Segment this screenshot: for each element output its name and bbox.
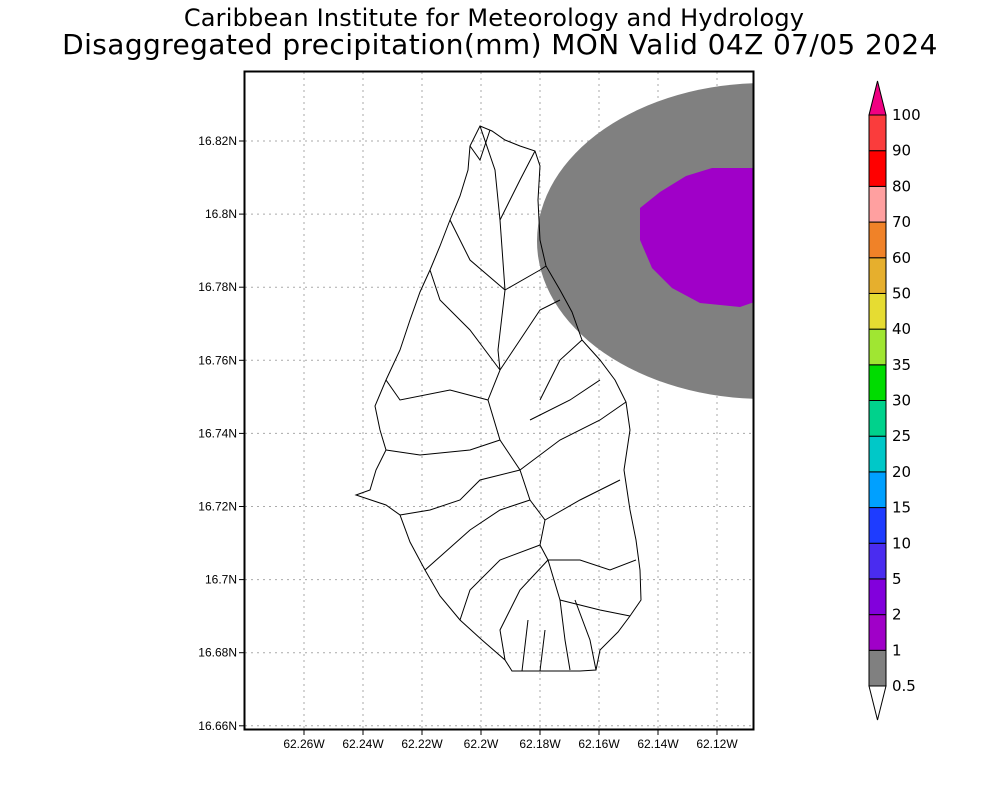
colorbar-swatch — [868, 542, 887, 580]
x-tick-label: 62.16W — [578, 737, 620, 751]
x-tick-label: 62.18W — [519, 737, 561, 751]
colorbar-label: 20 — [892, 463, 911, 481]
y-tick-label: 16.66N — [198, 719, 237, 733]
colorbar-under-triangle — [868, 685, 887, 721]
colorbar-swatch — [868, 507, 887, 544]
plot-frame — [243, 70, 755, 731]
y-tick-label: 16.8N — [205, 207, 237, 221]
colorbar-swatch — [868, 471, 887, 509]
x-tick-label: 62.26W — [283, 737, 325, 751]
colorbar-label: 90 — [892, 142, 911, 160]
longitude-axis: 62.26W 62.24W 62.22W 62.2W 62.18W 62.16W 62.14… — [283, 729, 738, 751]
colorbar-label: 70 — [892, 213, 911, 231]
y-tick-label: 16.68N — [198, 646, 237, 660]
island-outline — [354, 125, 642, 672]
colorbar-label: 5 — [892, 570, 902, 588]
colorbar-label: 50 — [892, 284, 911, 302]
colorbar-label: 60 — [892, 249, 911, 267]
y-tick-label: 16.82N — [198, 134, 237, 148]
colorbar-swatch — [868, 114, 887, 152]
colorbar-label: 30 — [892, 392, 911, 410]
colorbar-swatch — [868, 292, 887, 330]
x-tick-label: 62.14W — [637, 737, 679, 751]
colorbar-label: 2 — [892, 606, 902, 624]
figure-subtitle: Disaggregated precipitation(mm) MON Vali… — [62, 28, 938, 61]
y-tick-label: 16.74N — [198, 426, 237, 440]
x-tick-label: 62.22W — [401, 737, 443, 751]
colorbar-swatch — [868, 185, 887, 223]
colorbar-swatch — [868, 221, 887, 259]
colorbar-swatch — [868, 649, 887, 687]
y-tick-label: 16.72N — [198, 500, 237, 514]
colorbar-swatch — [868, 257, 887, 294]
latitude-axis: 16.82N 16.8N 16.78N 16.76N 16.74N 16.72N 16.7N… — [198, 134, 245, 733]
colorbar-label: 25 — [892, 427, 911, 445]
grid-lines — [245, 72, 753, 729]
y-tick-label: 16.78N — [198, 280, 237, 294]
figure-title: Caribbean Institute for Meteorology and … — [183, 4, 805, 32]
y-tick-label: 16.7N — [205, 573, 237, 587]
x-tick-label: 62.2W — [464, 737, 499, 751]
colorbar-label: 15 — [892, 499, 911, 517]
colorbar-label: 10 — [892, 534, 911, 552]
colorbar-over-triangle — [868, 80, 887, 116]
y-tick-label: 16.76N — [198, 353, 237, 367]
colorbar-swatch — [868, 614, 887, 651]
colorbar-label: 1 — [892, 641, 902, 659]
colorbar-swatch — [868, 400, 887, 437]
colorbar-swatch — [868, 150, 887, 187]
colorbar-label: 80 — [892, 177, 911, 195]
colorbar-swatch — [868, 578, 887, 616]
colorbar-label: 0.5 — [892, 677, 916, 695]
precip-area-1-2mm — [640, 168, 753, 307]
colorbar-label: 35 — [892, 356, 911, 374]
colorbar-swatch — [868, 328, 887, 366]
colorbar-swatch — [868, 435, 887, 473]
colorbar-swatch — [868, 364, 887, 401]
precip-area-0.5-1mm — [537, 83, 753, 399]
colorbar-label: 100 — [892, 106, 921, 124]
x-tick-label: 62.12W — [696, 737, 738, 751]
colorbar-label: 40 — [892, 320, 911, 338]
x-tick-label: 62.24W — [342, 737, 384, 751]
